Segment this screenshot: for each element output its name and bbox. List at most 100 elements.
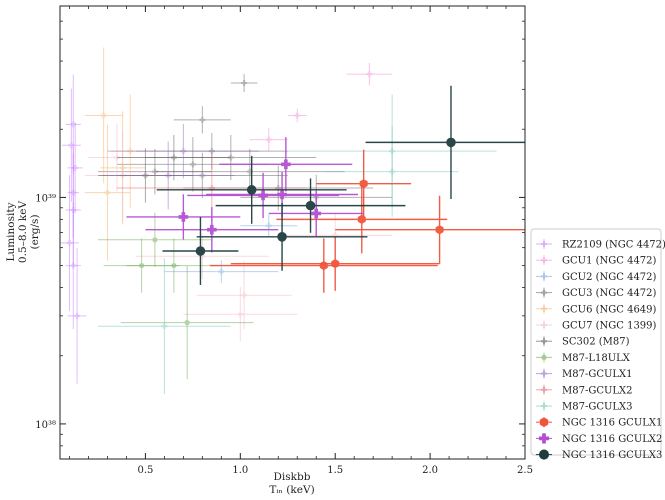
series-layer — [60, 47, 525, 395]
point-marker — [277, 189, 287, 200]
data-point — [97, 258, 231, 395]
point-marker — [100, 112, 107, 119]
point-marker — [184, 320, 190, 326]
point-marker — [151, 168, 158, 175]
legend-marker — [536, 303, 552, 314]
data-point — [346, 62, 393, 86]
legend-item-m87-l18ulx: M87-L18ULX — [536, 352, 631, 364]
legend-marker-symbol — [538, 449, 550, 460]
point-marker — [180, 148, 187, 155]
legend-label: M87-GCULX2 — [562, 385, 633, 396]
point-marker — [178, 212, 189, 222]
legend-item-gcu3-ngc-4472: GCU3 (NGC 4472) — [536, 287, 657, 299]
legend-item-m87-gculx1: M87-GCULX1 — [536, 368, 633, 380]
legend-marker — [536, 336, 552, 347]
legend-item-m87-gculx2: M87-GCULX2 — [536, 384, 633, 396]
ticks-layer: 0.5 1.0 1.5 2.0 2.5 10³⁸ 10³⁹ — [35, 5, 533, 476]
data-point — [65, 202, 81, 330]
data-point — [103, 238, 180, 293]
legend-marker — [536, 433, 552, 444]
point-marker — [218, 268, 225, 275]
point-marker — [281, 159, 291, 170]
legend-marker — [536, 320, 552, 330]
data-point — [107, 124, 260, 179]
point-marker — [74, 312, 81, 319]
legend-item-sc302-m87: SC302 (M87) — [536, 336, 630, 348]
point-marker — [189, 161, 196, 168]
data-point — [145, 207, 279, 253]
point-marker — [170, 154, 177, 161]
point-marker — [161, 323, 168, 330]
point-marker — [389, 168, 396, 175]
legend-marker-symbol — [541, 354, 547, 360]
data-point — [325, 126, 459, 217]
legend-marker-symbol — [539, 417, 549, 428]
legend-label: NGC 1316 GCULX2 — [562, 434, 662, 445]
legend-label: M87-GCULX1 — [562, 369, 633, 380]
legend-label: NGC 1316 GCULX3 — [562, 450, 662, 461]
x-axis-label-line2: Tᵢₙ (keV) — [269, 484, 314, 496]
legend-label: GCU7 (NGC 1399) — [562, 321, 657, 332]
series-rz2109-ngc-4472 — [60, 74, 87, 384]
data-point — [268, 190, 364, 237]
point-marker — [305, 200, 316, 211]
legend-item-gcu6-ngc-4649: GCU6 (NGC 4649) — [536, 303, 657, 315]
legend-item-ngc-1316-gculx1: NGC 1316 GCULX1 — [536, 417, 662, 429]
legend-marker-symbol — [538, 433, 550, 444]
legend-marker — [536, 352, 552, 363]
legend-label: GCU6 (NGC 4649) — [562, 304, 657, 315]
series-gcu2-ngc-4472 — [164, 214, 298, 284]
series-ngc-1316-gculx1 — [209, 149, 525, 293]
point-marker — [241, 79, 248, 86]
point-marker — [265, 222, 272, 229]
legend-label: GCU3 (NGC 4472) — [562, 288, 657, 299]
legend-label: M87-L18ULX — [562, 353, 631, 364]
y-axis-label-line1: Luminosity — [5, 202, 17, 261]
x-axis-label: Diskbb Tᵢₙ (keV) — [269, 471, 314, 496]
data-point — [196, 261, 292, 330]
point-marker — [66, 239, 73, 246]
data-point — [135, 233, 269, 279]
legend-marker-symbol — [541, 273, 547, 280]
legend-items: RZ2109 (NGC 4472) GCU1 (NGC 4472) GCU2 (NG… — [536, 239, 665, 461]
data-point — [60, 174, 79, 311]
legend-marker-symbol — [541, 289, 547, 296]
series-m87-gculx3 — [97, 94, 497, 395]
series-gcu1-ngc-4472 — [249, 62, 393, 151]
data-point — [120, 266, 254, 380]
point-marker — [246, 185, 257, 195]
point-marker — [207, 224, 217, 235]
data-point — [219, 137, 353, 192]
legend-marker — [536, 417, 552, 428]
legend-item-gcu7-ngc-1399: GCU7 (NGC 1399) — [536, 320, 657, 332]
legend-marker — [536, 255, 552, 266]
data-point — [249, 128, 288, 151]
legend-label: GCU1 (NGC 4472) — [562, 256, 657, 267]
point-marker — [165, 172, 172, 179]
point-marker — [366, 71, 373, 78]
x-tick-label: 0.5 — [137, 465, 153, 476]
data-point — [215, 178, 406, 233]
point-marker — [446, 137, 456, 148]
legend-marker-symbol — [541, 370, 547, 377]
data-point — [162, 217, 239, 285]
x-tick-label: 2.5 — [517, 465, 533, 476]
x-tick-label: 1.5 — [327, 465, 343, 476]
point-marker — [294, 112, 301, 119]
data-point — [97, 212, 212, 267]
point-marker — [104, 189, 111, 196]
legend-marker-symbol — [541, 322, 547, 328]
x-axis-label-line1: Diskbb — [274, 471, 311, 483]
point-marker — [70, 262, 77, 269]
point-marker — [265, 136, 272, 143]
legend-label: SC302 (M87) — [562, 337, 630, 348]
series-m87-gculx1 — [101, 124, 260, 210]
point-marker — [68, 142, 75, 149]
point-marker — [357, 214, 366, 224]
point-marker — [258, 190, 268, 201]
y-tick-label: 10³⁸ — [35, 420, 56, 431]
x-tick-label: 1.0 — [232, 465, 248, 476]
legend-marker-symbol — [541, 403, 547, 409]
point-marker — [435, 225, 444, 235]
